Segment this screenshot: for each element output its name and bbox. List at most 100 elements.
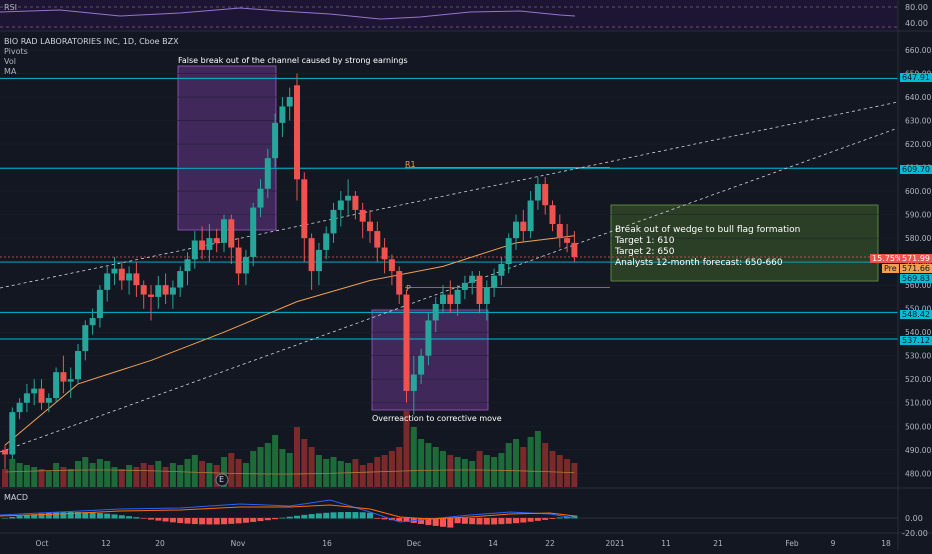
last-close-tag: 571.99 bbox=[900, 254, 932, 263]
macd-histogram-bar bbox=[454, 518, 461, 524]
macd-histogram-bar bbox=[330, 512, 337, 519]
macd-histogram-bar bbox=[374, 518, 381, 519]
candle-body bbox=[534, 184, 541, 201]
change-pct-tag: 15.75% bbox=[870, 254, 905, 263]
volume-bar bbox=[286, 453, 293, 487]
volume-bar bbox=[410, 427, 417, 487]
candle-body bbox=[96, 289, 103, 319]
volume-bar bbox=[432, 447, 439, 487]
candle-body bbox=[469, 275, 476, 283]
candle-body bbox=[527, 200, 534, 232]
volume-bar bbox=[461, 459, 468, 487]
candle-body bbox=[571, 242, 578, 257]
volume-bar bbox=[564, 459, 571, 487]
macd-histogram-bar bbox=[104, 513, 111, 519]
y-tick-label: 510.00 bbox=[905, 399, 931, 408]
macd-histogram-bar bbox=[213, 518, 220, 525]
candle-body bbox=[301, 179, 308, 239]
volume-bar bbox=[396, 447, 403, 487]
candle-body bbox=[359, 209, 366, 222]
earnings-annotation: False break out of the channel caused by… bbox=[178, 56, 408, 65]
y-tick-label: 520.00 bbox=[905, 375, 931, 384]
macd-histogram-bar bbox=[221, 518, 227, 525]
volume-bar bbox=[388, 451, 395, 487]
volume-bar bbox=[498, 453, 505, 487]
macd-histogram-bar bbox=[31, 514, 38, 519]
y-tick-label: 600.00 bbox=[905, 187, 931, 196]
candle-body bbox=[75, 351, 81, 380]
candle-body bbox=[140, 285, 147, 295]
y-tick-label: 630.00 bbox=[905, 117, 931, 126]
x-tick-label: 14 bbox=[488, 539, 498, 548]
volume-bar bbox=[82, 457, 89, 487]
correction-annotation: Overreaction to corrective move bbox=[372, 414, 502, 423]
volume-bar bbox=[250, 451, 257, 487]
candle-body bbox=[315, 249, 322, 272]
volume-bar bbox=[534, 431, 541, 487]
macd-histogram-bar bbox=[53, 512, 60, 519]
indicator-vol[interactable]: Vol bbox=[4, 57, 16, 66]
x-tick-label: 21 bbox=[713, 539, 723, 548]
forecast-line-4: Analysts 12-month forecast: 650-660 bbox=[615, 258, 783, 268]
candle-body bbox=[381, 247, 388, 260]
volume-bar bbox=[257, 447, 264, 487]
macd-histogram-bar bbox=[45, 512, 52, 519]
macd-histogram-bar bbox=[432, 518, 439, 526]
earnings-marker-icon[interactable] bbox=[215, 473, 229, 487]
candle-body bbox=[279, 106, 286, 123]
macd-histogram-bar bbox=[469, 518, 476, 525]
candle-body bbox=[133, 273, 140, 286]
volume-bar bbox=[323, 459, 330, 487]
volume-bar bbox=[75, 461, 81, 487]
macd-histogram-bar bbox=[483, 518, 490, 525]
rsi-line bbox=[0, 7, 576, 20]
volume-bar bbox=[301, 439, 308, 487]
indicator-ma[interactable]: MA bbox=[4, 67, 17, 76]
candle-body bbox=[60, 372, 67, 382]
macd-histogram-bar bbox=[235, 518, 242, 524]
indicator-pivots[interactable]: Pivots bbox=[4, 47, 28, 56]
macd-histogram-bar bbox=[527, 518, 534, 522]
y-tick-label: 580.00 bbox=[905, 234, 931, 243]
correction-box bbox=[371, 309, 489, 411]
volume-bar bbox=[367, 463, 373, 487]
macd-histogram-bar bbox=[250, 518, 257, 522]
macd-histogram-bar bbox=[447, 518, 454, 528]
moving-average-line bbox=[4, 235, 575, 446]
volume-bar bbox=[169, 463, 176, 487]
x-tick-label: 12 bbox=[101, 539, 111, 548]
candle-body bbox=[221, 219, 227, 243]
volume-bar bbox=[199, 461, 206, 487]
macd-histogram-bar bbox=[60, 512, 67, 519]
volume-bar bbox=[549, 451, 556, 487]
volume-bar bbox=[330, 457, 337, 487]
macd-histogram-bar bbox=[169, 518, 176, 523]
volume-bar bbox=[308, 447, 315, 487]
macd-histogram-bar bbox=[16, 516, 23, 519]
y-tick-label: 660.00 bbox=[905, 46, 931, 55]
forecast-text: Break out of wedge to bull flag formatio… bbox=[615, 225, 800, 269]
candle-body bbox=[31, 388, 38, 394]
candle-body bbox=[148, 294, 154, 297]
candle-body bbox=[388, 259, 395, 272]
symbol-title[interactable]: BIO RAD LABORATORIES INC, 1D, Cboe BZX bbox=[4, 37, 179, 46]
volume-bar bbox=[381, 455, 388, 487]
macd-histogram-bar bbox=[228, 518, 235, 524]
macd-histogram-bar bbox=[242, 518, 249, 523]
volume-bar bbox=[272, 435, 279, 487]
candle-body bbox=[177, 271, 184, 288]
candle-body bbox=[67, 379, 74, 382]
candle-body bbox=[418, 355, 425, 375]
macd-histogram-bar bbox=[556, 517, 563, 519]
volume-bar bbox=[483, 455, 490, 487]
candle-body bbox=[111, 268, 118, 274]
volume-bar bbox=[38, 469, 45, 487]
volume-bar bbox=[89, 463, 96, 487]
volume-bar bbox=[140, 463, 147, 487]
candle-body bbox=[564, 238, 571, 243]
macd-histogram-bar bbox=[111, 514, 118, 519]
macd-label[interactable]: MACD bbox=[4, 493, 28, 502]
candle-body bbox=[228, 219, 235, 248]
